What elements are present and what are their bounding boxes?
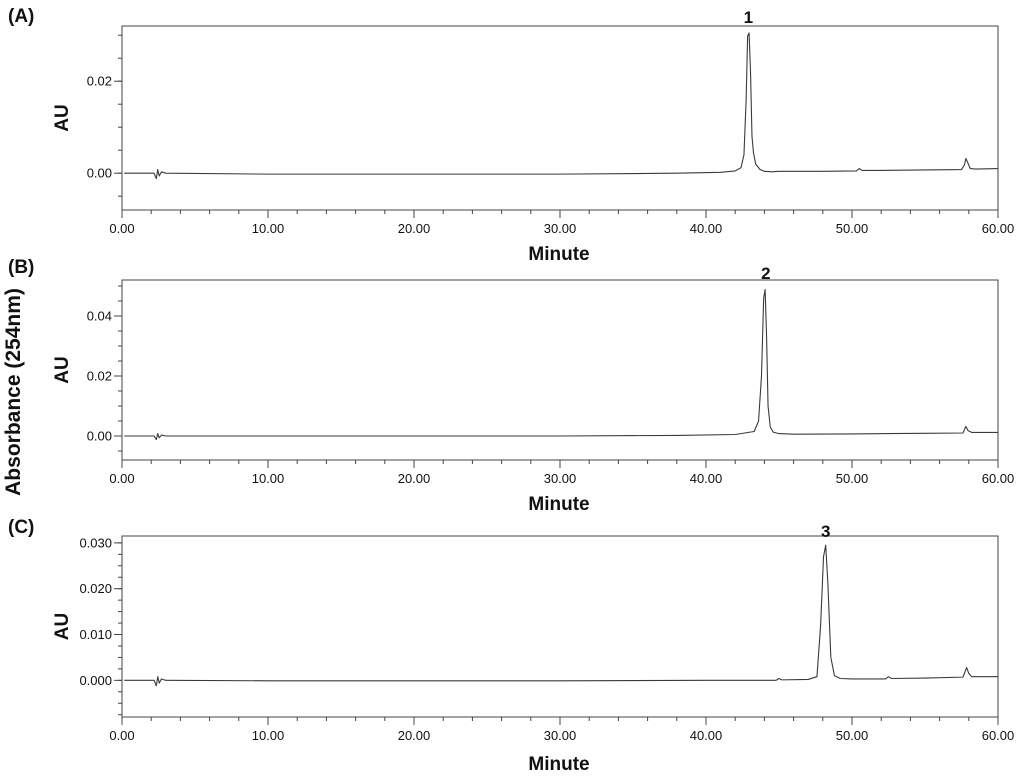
x-tick-label: 20.00	[398, 728, 431, 743]
y-axis-title: AU	[52, 104, 73, 131]
figure-y-axis-title: Absorbance (254nm)	[2, 288, 25, 496]
y-tick-label: 0.030	[79, 535, 112, 550]
y-axis-title: AU	[52, 613, 73, 640]
y-tick-label: 0.02	[87, 369, 112, 384]
x-tick-label: 10.00	[252, 221, 285, 236]
y-tick-label: 0.00	[87, 166, 112, 181]
x-tick-label: 30.00	[544, 471, 577, 486]
y-tick-label: 0.04	[87, 309, 112, 324]
chromatogram-trace	[124, 544, 998, 687]
x-tick-label: 40.00	[690, 471, 723, 486]
plot-frame	[121, 25, 999, 211]
x-tick-label: 0.00	[109, 728, 134, 743]
plot-frame	[121, 535, 999, 718]
x-tick-label: 50.00	[836, 221, 869, 236]
y-tick-label: 0.00	[87, 429, 112, 444]
panel-label: (A)	[8, 6, 34, 27]
x-tick-label: 40.00	[690, 221, 723, 236]
x-axis-title: Minute	[528, 754, 589, 775]
x-tick-label: 60.00	[982, 221, 1015, 236]
plot-frame	[121, 279, 999, 461]
y-tick-label: 0.020	[79, 581, 112, 596]
peak-label: 1	[744, 8, 753, 27]
y-tick-label: 0.010	[79, 627, 112, 642]
x-tick-label: 20.00	[398, 471, 431, 486]
chart-panel-2: 0.00 10.00 20.00 30.00 40.00 50.00 60.00 0.00 0.…	[8, 257, 1014, 515]
peak-label: 2	[761, 264, 770, 283]
chart-panel-1: 0.00 10.00 20.00 30.00 40.00 50.00 60.00 0.00 0.…	[8, 6, 1014, 265]
x-tick-label: 50.00	[836, 471, 869, 486]
chromatogram-trace	[124, 289, 998, 441]
x-tick-label: 50.00	[836, 728, 869, 743]
panel-label: (C)	[8, 517, 34, 538]
y-axis-title: AU	[52, 356, 73, 383]
x-tick-label: 0.00	[109, 221, 134, 236]
x-tick-label: 60.00	[982, 471, 1015, 486]
x-axis-title: Minute	[528, 244, 589, 265]
x-tick-label: 60.00	[982, 728, 1015, 743]
chart-panel-3: 0.00 10.00 20.00 30.00 40.00 50.00 60.00 0.000 0…	[8, 517, 1014, 775]
x-axis-title: Minute	[528, 494, 589, 515]
peak-label: 3	[821, 522, 830, 541]
x-tick-label: 40.00	[690, 728, 723, 743]
x-tick-label: 30.00	[544, 221, 577, 236]
x-tick-label: 20.00	[398, 221, 431, 236]
chromatogram-trace	[124, 32, 999, 180]
x-tick-label: 0.00	[109, 471, 134, 486]
x-tick-label: 30.00	[544, 728, 577, 743]
y-tick-label: 0.02	[87, 74, 112, 89]
x-tick-label: 10.00	[252, 471, 285, 486]
panel-label: (B)	[8, 257, 34, 278]
y-tick-label: 0.000	[79, 673, 112, 688]
x-tick-label: 10.00	[252, 728, 285, 743]
